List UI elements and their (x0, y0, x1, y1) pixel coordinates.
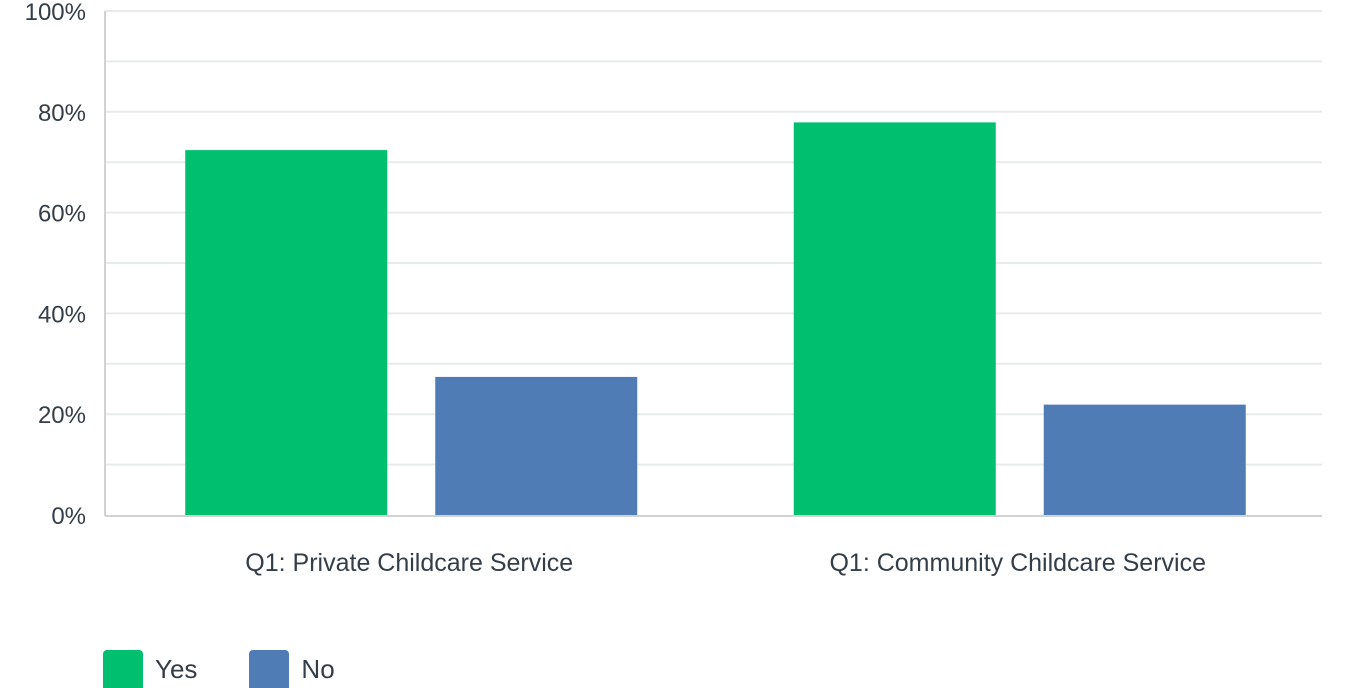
y-tick-label: 60% (38, 201, 86, 228)
y-tick-label: 80% (38, 100, 86, 127)
y-tick-label: 0% (51, 503, 86, 530)
legend: Yes No (103, 650, 387, 688)
bar-yes-1 (793, 122, 996, 515)
legend-item-no[interactable]: No (249, 650, 335, 688)
bar-chart: 0% 20% 40% 60% 80% 100% Q1: Private Childcare … (25, 0, 1322, 577)
y-tick-label: 20% (38, 402, 86, 429)
legend-swatch-yes (103, 650, 143, 688)
x-tick-label: Q1: Community Childcare Service (829, 549, 1206, 577)
y-tick-label: 100% (25, 0, 86, 26)
legend-label-no: No (301, 654, 335, 684)
bar-yes-0 (185, 150, 388, 515)
bar-no-1 (1043, 404, 1246, 515)
legend-label-yes: Yes (155, 654, 198, 684)
legend-swatch-no (249, 650, 290, 688)
y-tick-label: 40% (38, 301, 86, 328)
x-tick-label: Q1: Private Childcare Service (245, 549, 573, 577)
legend-item-yes[interactable]: Yes (103, 650, 197, 688)
bar-no-0 (435, 376, 638, 515)
